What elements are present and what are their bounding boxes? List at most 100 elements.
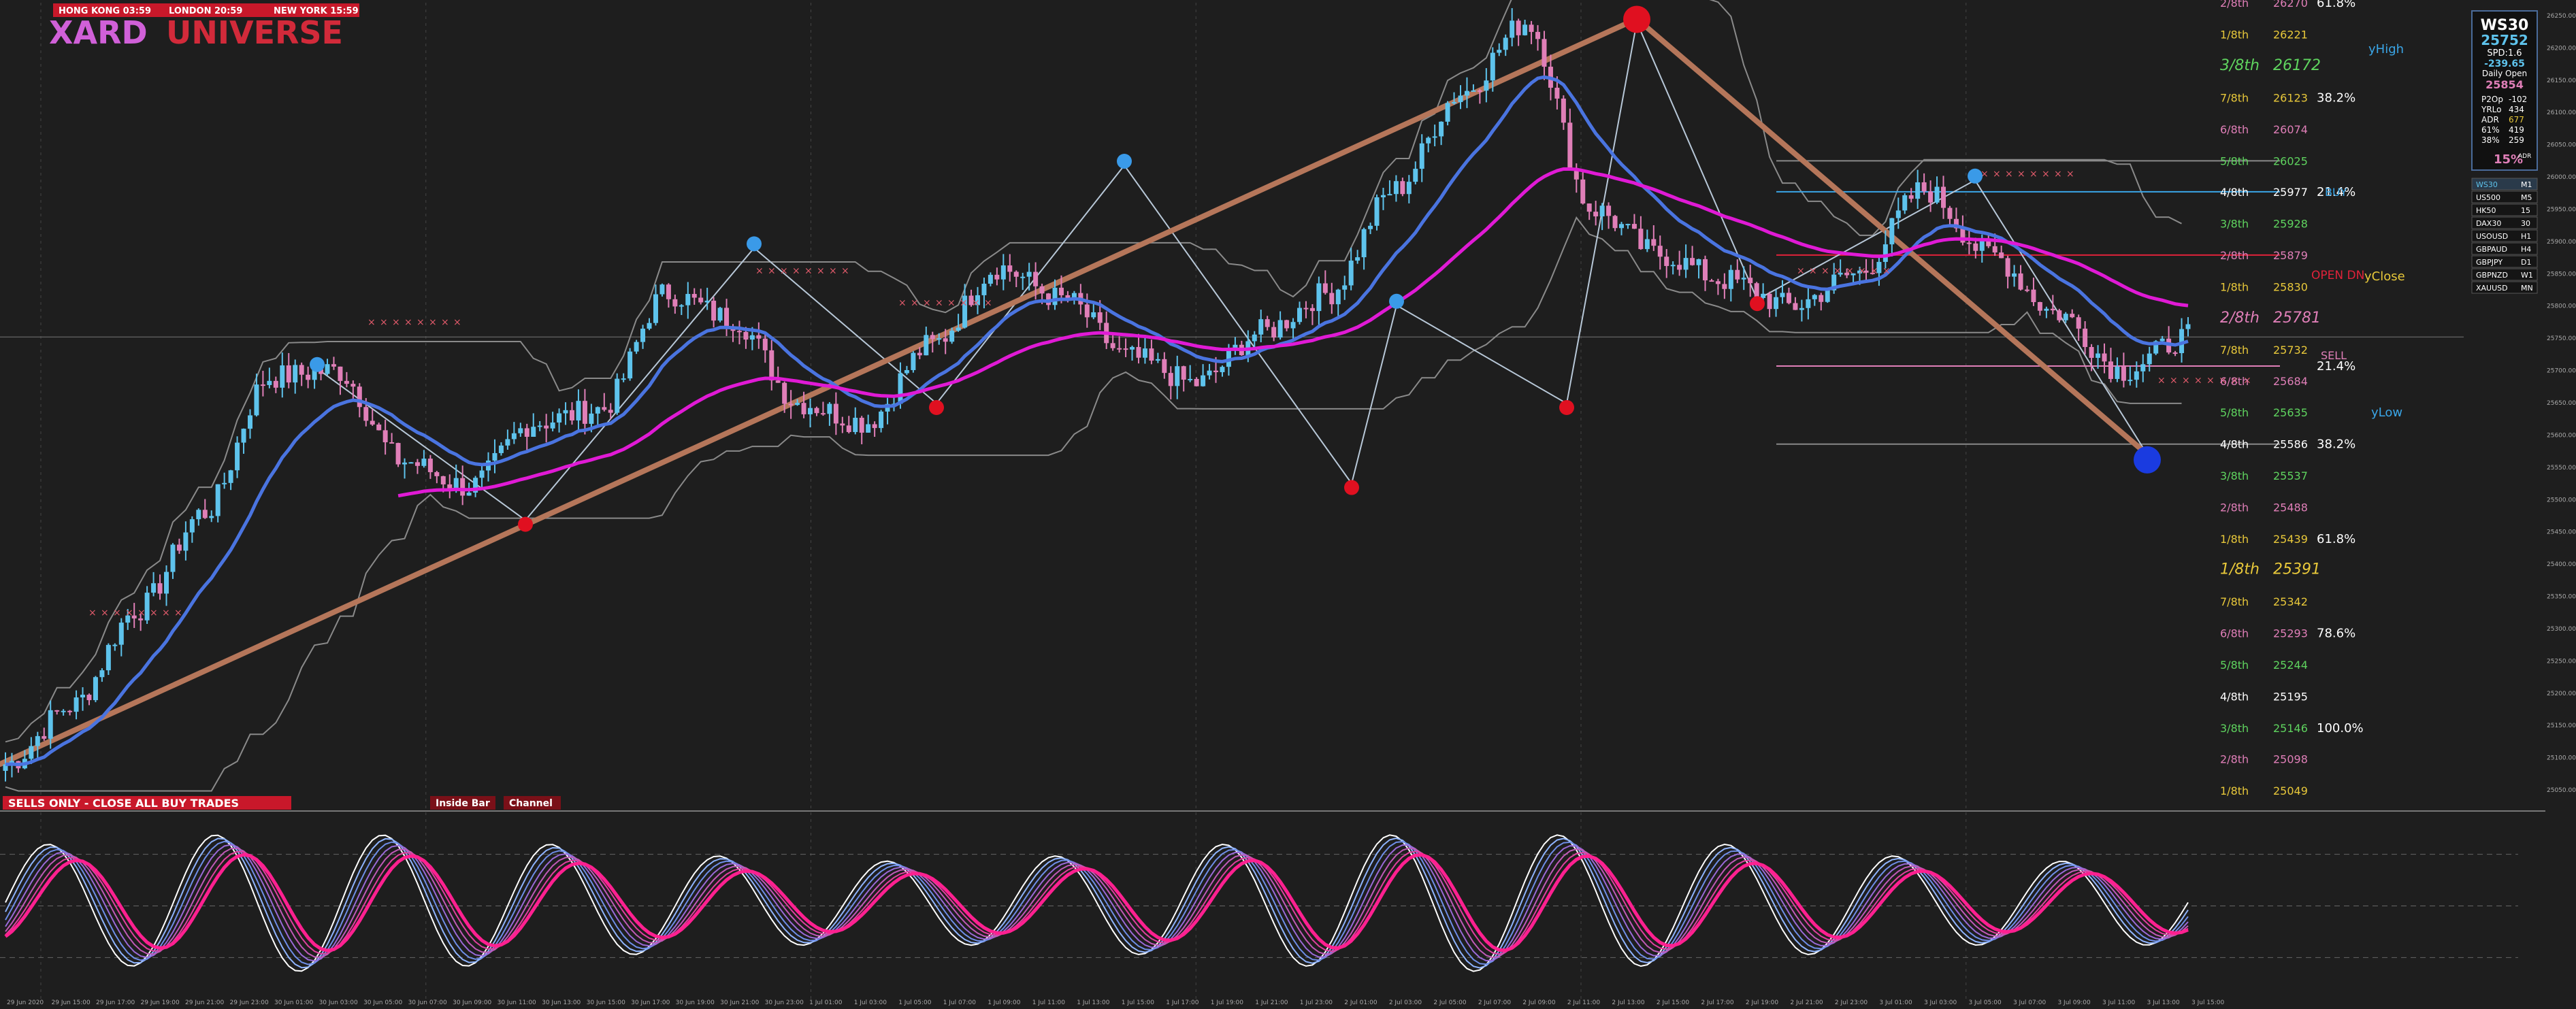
candle-body (820, 413, 826, 415)
candle-body (2076, 317, 2081, 329)
symbol-timeframe: W1 (2521, 271, 2533, 280)
candle-body (801, 403, 806, 414)
candle-body (1857, 270, 1863, 274)
y-tick-label: 25700.00 (2547, 368, 2576, 375)
candle-body (357, 386, 362, 408)
candle-body (743, 331, 749, 340)
info-row-key: 38% (2481, 135, 2500, 145)
info-panel: WS30 25752 SPD:1.6 -239.65 Daily Open 25… (2471, 10, 2538, 171)
candle-body (1510, 20, 1515, 38)
candle-body (434, 472, 440, 476)
murrey-label: 1/8th (2220, 280, 2249, 293)
symbol-item[interactable]: DAX30 30 (2471, 216, 2538, 229)
candle-body (1175, 366, 1180, 386)
candle-body (1361, 229, 1367, 258)
session-hongkong: HONG KONG 03:59 (59, 6, 151, 16)
murrey-label: 2/8th (2220, 249, 2249, 262)
candle-body (1947, 208, 1953, 219)
symbol-item[interactable]: WS30 M1 (2471, 178, 2538, 191)
candle-body (936, 338, 942, 340)
murrey-value: 25049 (2273, 784, 2308, 797)
symbol-item[interactable]: XAUUSD MN (2471, 281, 2538, 294)
symbol-timeframe: H4 (2521, 245, 2531, 254)
sell-label: SELL (2321, 349, 2347, 362)
cross-marker: × (1846, 265, 1854, 276)
candle-body (2083, 329, 2088, 348)
candle-body (151, 583, 157, 593)
x-tick-label: 1 Jul 19:00 (1211, 999, 1244, 1006)
candle-body (492, 452, 498, 461)
cross-marker: × (2231, 376, 2239, 386)
y-tick-label: 26050.00 (2547, 142, 2576, 149)
candle-body (1058, 287, 1064, 295)
candle-body (505, 439, 510, 446)
cross-marker: × (911, 298, 919, 309)
candle-body (1748, 278, 1753, 284)
candle-body (808, 408, 813, 414)
candle-body (1844, 272, 1850, 276)
candle-body (293, 365, 298, 383)
candle-body (782, 382, 787, 404)
symbol-item[interactable]: US500 M5 (2471, 191, 2538, 203)
candle-body (640, 329, 646, 342)
x-tick-label: 1 Jul 11:00 (1032, 999, 1066, 1006)
candle-body (1986, 239, 1991, 246)
candle-body (2121, 366, 2126, 381)
candle-body (2159, 338, 2165, 342)
symbol-item[interactable]: GBPJPY D1 (2471, 255, 2538, 268)
candle-body (762, 338, 768, 350)
candle-body (756, 335, 762, 339)
symbol-item-bg (2471, 229, 2538, 242)
symbol-item[interactable]: HK50 15 (2471, 203, 2538, 216)
y-tick-label: 25900.00 (2547, 239, 2576, 246)
symbol-name: XAUUSD (2476, 284, 2508, 293)
x-tick-label: 29 Jun 15:00 (52, 999, 91, 1006)
murrey-label: 1/8th (2220, 784, 2249, 797)
info-price: 25752 (2481, 32, 2528, 48)
candle-body (447, 484, 453, 489)
x-tick-label: 30 Jun 05:00 (363, 999, 402, 1006)
symbol-timeframe: D1 (2521, 258, 2531, 267)
murrey-value: 25732 (2273, 344, 2308, 357)
symbol-item[interactable]: GBPNZD W1 (2471, 268, 2538, 281)
candle-body (1387, 194, 1392, 196)
candle-body (717, 308, 723, 321)
x-tick-label: 2 Jul 13:00 (1612, 999, 1645, 1006)
info-adr-suffix: ADR (2518, 153, 2531, 160)
candle-body (1529, 24, 1534, 32)
candle-body (74, 697, 79, 712)
candle-body (1851, 273, 1856, 276)
murrey-label: 1/8th (2220, 561, 2260, 578)
info-row-value: 434 (2509, 105, 2524, 114)
candle-body (395, 443, 401, 465)
x-tick-label: 29 Jun 23:00 (230, 999, 269, 1006)
candle-body (1831, 274, 1837, 291)
session-clock-bar: HONG KONG 03:59 LONDON 20:59 NEW YORK 15… (53, 3, 359, 17)
candle-body (344, 380, 349, 384)
murrey-label: 4/8th (2220, 186, 2249, 199)
info-change: -239.65 (2484, 59, 2525, 69)
fast-ma-line (5, 75, 2189, 767)
murrey-label: 3/8th (2220, 217, 2249, 230)
murrey-labels: 2/8th 26270 1/8th 26221 3/8th 26172 7/8th 26123… (2220, 0, 2321, 797)
candle-body (1233, 344, 1238, 348)
candle-body (1561, 98, 1566, 123)
candle-body (131, 615, 137, 618)
symbol-item[interactable]: GBPAUD H4 (2471, 242, 2538, 255)
candle-body (389, 442, 395, 444)
candle-body (1052, 287, 1058, 305)
y-tick-label: 25450.00 (2547, 529, 2576, 536)
murrey-value: 25781 (2273, 310, 2321, 327)
y-tick-label: 25150.00 (2547, 723, 2576, 729)
candle-body (105, 644, 111, 671)
symbol-item[interactable]: USOUSD H1 (2471, 229, 2538, 242)
murrey-value: 25342 (2273, 595, 2308, 608)
candle-body (1651, 239, 1657, 246)
candle-body (1780, 293, 1785, 297)
cross-marker: × (947, 298, 956, 309)
candle-body (254, 384, 259, 416)
x-tick-label: 30 Jun 11:00 (498, 999, 536, 1006)
candle-body (2127, 380, 2133, 382)
